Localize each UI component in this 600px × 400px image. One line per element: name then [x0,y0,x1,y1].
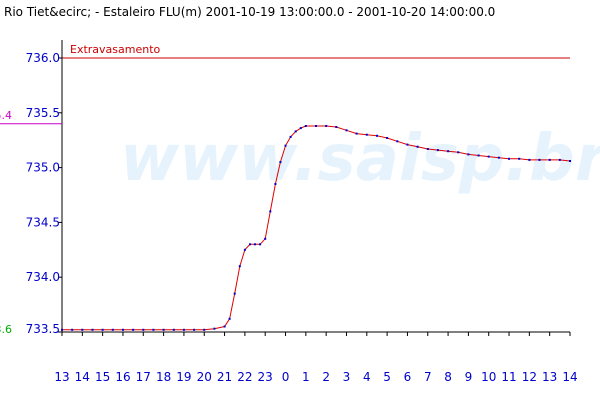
data-point [376,134,378,137]
data-point [91,328,94,331]
x-tick-label: 8 [444,370,452,384]
y-tick-label: 734.0 [26,270,60,284]
data-point [213,327,216,330]
data-point [487,155,490,158]
data-point [132,328,135,331]
data-point [477,154,480,157]
data-point [264,237,267,240]
data-point [569,160,571,162]
x-tick-label: 16 [115,370,130,384]
x-tick-label: 1 [302,370,310,384]
watermark: www.saisp.br [120,122,600,196]
data-point [152,328,155,331]
y-tick-label: 735.5 [26,106,60,120]
data-point [289,135,292,138]
data-point [315,125,317,127]
data-point [518,157,521,160]
data-point [101,328,104,331]
data-point [386,137,389,139]
x-tick-label: 18 [156,370,171,384]
x-tick-label: 11 [501,370,516,384]
x-tick-label: 3 [343,370,351,384]
x-tick-label: 7 [424,370,432,384]
data-point [259,243,262,246]
data-point [223,325,226,328]
data-point [203,328,206,331]
x-tick-label: 21 [217,370,232,384]
threshold-label: Extravasamento [70,43,161,56]
data-point [71,328,74,331]
data-point [269,210,272,213]
x-tick-label: 19 [176,370,191,384]
x-tick-label: 15 [95,370,110,384]
data-point [548,158,551,161]
x-tick-label: 4 [363,370,371,384]
data-point [457,151,460,154]
x-tick-label: 10 [481,370,496,384]
data-point [467,153,470,156]
data-point [274,183,277,185]
data-point [182,328,185,331]
data-point [365,133,368,136]
data-point [142,328,145,331]
x-tick-label: 12 [522,370,537,384]
data-point [396,140,399,143]
x-tick-label: 2 [322,370,330,384]
x-tick-label: 9 [465,370,473,384]
data-point [299,127,302,130]
x-tick-label: 20 [197,370,212,384]
data-point [279,161,282,164]
data-point [193,328,196,331]
data-point [406,143,409,146]
y-tick-label: 734.5 [26,215,60,229]
x-tick-label: 14 [562,370,577,384]
x-tick-label: 0 [282,370,290,384]
data-point [508,157,510,160]
data-point [172,328,175,331]
data-point [304,125,307,127]
data-point [238,265,241,268]
y-tick-label: 735.0 [26,161,60,175]
data-point [538,158,541,161]
x-tick-label: 17 [136,370,151,384]
data-point [335,126,338,128]
data-point [558,158,561,161]
data-point [345,129,348,132]
data-point [81,328,84,331]
data-point [284,144,287,147]
data-point [249,243,251,246]
y-tick-label: 733.5 [26,322,60,336]
data-point [228,317,231,320]
data-point [325,125,328,127]
x-tick-label: 5 [383,370,391,384]
chart-title: Rio Tiet&ecirc; - Estaleiro FLU(m) 2001-… [4,5,495,19]
data-point [416,145,419,148]
x-tick-label: 22 [237,370,252,384]
data-point [254,243,256,246]
x-tick-label: 13 [542,370,557,384]
max-marker-label: 35.4 [0,109,12,122]
data-point [122,328,124,331]
data-point [426,148,429,150]
x-tick-label: 6 [404,370,412,384]
data-point [243,248,246,251]
data-point [233,292,236,295]
min-marker-label: 33.6 [0,323,12,336]
data-point [497,156,500,159]
data-point [447,150,450,153]
data-point [436,149,439,152]
x-tick-label: 13 [54,370,69,384]
data-point [528,158,531,161]
data-point [162,328,165,331]
data-point [111,328,114,331]
x-tick-label: 14 [75,370,90,384]
y-tick-label: 736.0 [26,51,60,65]
data-point [294,130,297,133]
data-point [355,132,358,135]
data-point [61,328,63,331]
x-tick-label: 23 [258,370,273,384]
